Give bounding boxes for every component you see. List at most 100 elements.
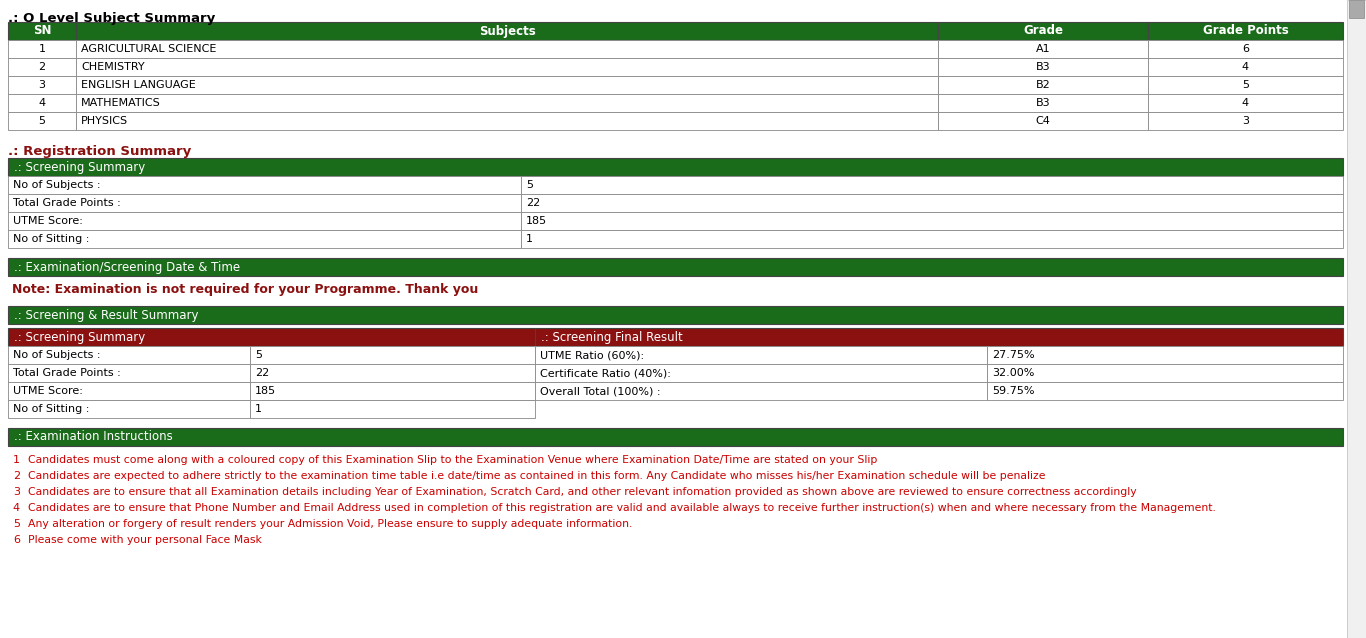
Text: Note: Examination is not required for your Programme. Thank you: Note: Examination is not required for yo… [12, 283, 478, 295]
Text: .: O Level Subject Summary: .: O Level Subject Summary [8, 12, 216, 25]
Bar [250, 382, 535, 400]
Text: 32.00%: 32.00% [992, 368, 1034, 378]
Text: B3: B3 [1035, 62, 1050, 72]
Bar [76, 58, 938, 76]
Bar [535, 382, 988, 400]
Text: Candidates must come along with a coloured copy of this Examination Slip to the : Candidates must come along with a colour… [27, 455, 877, 465]
Text: No of Subjects :: No of Subjects : [14, 180, 101, 190]
Text: MATHEMATICS: MATHEMATICS [81, 98, 161, 108]
Bar [1147, 112, 1343, 130]
Bar [8, 76, 76, 94]
Text: SN: SN [33, 24, 52, 38]
Bar [938, 40, 1147, 58]
Text: 4: 4 [1242, 62, 1249, 72]
Text: Candidates are to ensure that Phone Number and Email Address used in completion : Candidates are to ensure that Phone Numb… [27, 503, 1216, 513]
Text: 27.75%: 27.75% [992, 350, 1034, 360]
Bar [988, 364, 1343, 382]
Bar [1350, 0, 1365, 18]
Bar [8, 258, 1343, 276]
Bar [8, 58, 76, 76]
Text: 5: 5 [255, 350, 262, 360]
Text: UTME Score:: UTME Score: [14, 216, 83, 226]
Text: Total Grade Points :: Total Grade Points : [14, 198, 120, 208]
Text: 4: 4 [38, 98, 45, 108]
Bar [1347, 0, 1366, 638]
Text: PHYSICS: PHYSICS [81, 116, 128, 126]
Text: C4: C4 [1035, 116, 1050, 126]
Bar [8, 94, 76, 112]
Text: 3: 3 [14, 487, 20, 497]
Text: 3: 3 [1242, 116, 1249, 126]
Text: 1: 1 [526, 234, 533, 244]
Bar [8, 158, 1343, 176]
Bar [938, 94, 1147, 112]
Bar [8, 382, 250, 400]
Bar [938, 22, 1147, 40]
Bar [8, 176, 520, 194]
Bar [8, 212, 520, 230]
Text: Any alteration or forgery of result renders your Admission Void, Please ensure t: Any alteration or forgery of result rend… [27, 519, 632, 529]
Bar [76, 40, 938, 58]
Text: .: Screening Summary: .: Screening Summary [14, 161, 145, 174]
Text: Certificate Ratio (40%):: Certificate Ratio (40%): [540, 368, 671, 378]
Text: 2: 2 [12, 471, 20, 481]
Text: 6: 6 [14, 535, 20, 545]
Bar [938, 58, 1147, 76]
Text: 6: 6 [1242, 44, 1249, 54]
Bar [1147, 76, 1343, 94]
Text: 4: 4 [12, 503, 20, 513]
Text: Grade Points: Grade Points [1202, 24, 1288, 38]
Text: .: Examination/Screening Date & Time: .: Examination/Screening Date & Time [14, 260, 240, 274]
Text: 185: 185 [255, 386, 276, 396]
Bar [535, 364, 988, 382]
Bar [76, 94, 938, 112]
Text: 185: 185 [526, 216, 548, 226]
Bar [8, 428, 1343, 446]
Text: 1: 1 [38, 44, 45, 54]
Text: 5: 5 [14, 519, 20, 529]
Bar [520, 230, 1343, 248]
Text: UTME Ratio (60%):: UTME Ratio (60%): [540, 350, 645, 360]
Bar [8, 306, 1343, 324]
Bar [520, 194, 1343, 212]
Text: No of Sitting :: No of Sitting : [14, 404, 89, 414]
Bar [520, 176, 1343, 194]
Text: 3: 3 [38, 80, 45, 90]
Bar [938, 112, 1147, 130]
Text: A1: A1 [1035, 44, 1050, 54]
Text: 5: 5 [1242, 80, 1249, 90]
Text: Grade: Grade [1023, 24, 1063, 38]
Text: Please come with your personal Face Mask: Please come with your personal Face Mask [27, 535, 262, 545]
Bar [8, 346, 250, 364]
Bar [250, 346, 535, 364]
Bar [8, 400, 250, 418]
Bar [1147, 58, 1343, 76]
Bar [938, 76, 1147, 94]
Text: ENGLISH LANGUAGE: ENGLISH LANGUAGE [81, 80, 195, 90]
Text: 5: 5 [38, 116, 45, 126]
Text: B2: B2 [1035, 80, 1050, 90]
Bar [8, 40, 76, 58]
Text: .: Examination Instructions: .: Examination Instructions [14, 431, 172, 443]
Text: 1: 1 [14, 455, 20, 465]
Text: Subjects: Subjects [478, 24, 535, 38]
Bar [535, 346, 988, 364]
Text: .: Registration Summary: .: Registration Summary [8, 145, 191, 158]
Bar [8, 364, 250, 382]
Bar [1147, 94, 1343, 112]
Bar [250, 400, 535, 418]
Bar [8, 112, 76, 130]
Bar [76, 22, 938, 40]
Text: .: Screening Summary: .: Screening Summary [14, 330, 145, 343]
Text: 22: 22 [526, 198, 540, 208]
Text: UTME Score:: UTME Score: [14, 386, 83, 396]
Bar [1147, 40, 1343, 58]
Bar [8, 22, 76, 40]
Text: No of Sitting :: No of Sitting : [14, 234, 89, 244]
Bar [76, 112, 938, 130]
Text: Candidates are expected to adhere strictly to the examination time table i.e dat: Candidates are expected to adhere strict… [27, 471, 1045, 481]
Bar [8, 230, 520, 248]
Bar [76, 76, 938, 94]
Text: 1: 1 [255, 404, 262, 414]
Text: Overall Total (100%) :: Overall Total (100%) : [540, 386, 661, 396]
